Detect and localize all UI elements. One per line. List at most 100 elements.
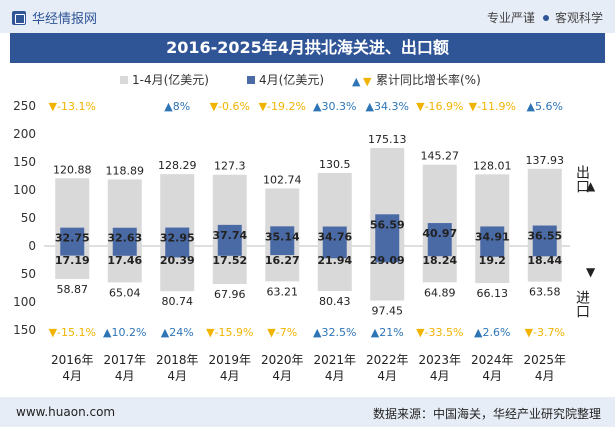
y-tick-label: 0 xyxy=(28,239,36,253)
import-arrow-icon: ▼ xyxy=(586,265,596,279)
label-import-month: 29.09 xyxy=(370,254,405,267)
label-import-month: 16.27 xyxy=(265,254,300,267)
label-import-month: 21.94 xyxy=(317,254,352,267)
y-tick-label: 150 xyxy=(13,155,36,169)
label-export-cum: 127.3 xyxy=(214,160,246,173)
label-export-growth: ▲8% xyxy=(164,100,190,113)
export-arrow-icon: ▲ xyxy=(586,179,596,193)
tag-objective: 客观科学 xyxy=(554,11,603,25)
side-label-export: 出口 xyxy=(574,165,590,193)
label-export-month: 34.91 xyxy=(475,230,510,243)
label-export-cum: 145.27 xyxy=(421,150,460,163)
legend-swatch-month xyxy=(247,76,255,84)
top-bar: 华经情报网 专业严谨 客观科学 xyxy=(0,0,615,33)
bar-export-month xyxy=(112,227,137,246)
bar-import-month xyxy=(427,246,452,257)
label-import-growth: ▲32.5% xyxy=(313,326,356,339)
x-tick-label-month: 4月 xyxy=(377,369,397,383)
label-import-month: 18.44 xyxy=(527,254,562,267)
chart-title: 2016-2025年4月拱北海关进、出口额 xyxy=(10,33,605,63)
label-import-cum: 80.74 xyxy=(162,295,194,308)
legend-label-cum: 1-4月(亿美元) xyxy=(132,72,209,87)
label-import-growth: ▲24% xyxy=(161,326,194,339)
bar-export-month xyxy=(217,224,242,246)
label-export-month: 32.95 xyxy=(160,232,195,245)
label-export-month: 32.63 xyxy=(107,232,142,245)
label-export-growth: ▼-19.2% xyxy=(259,100,306,113)
bar-export-month xyxy=(270,226,295,246)
label-export-month: 36.55 xyxy=(527,230,562,243)
footer: www.huaon.com 数据来源：中国海关，华经产业研究院整理 xyxy=(0,397,615,427)
brand-name: 华经情报网 xyxy=(32,12,98,27)
y-tick-label: 50 xyxy=(21,211,36,225)
x-tick-label-year: 2021年 xyxy=(313,353,356,367)
label-export-growth: ▼-16.9% xyxy=(416,100,463,113)
x-tick-label-year: 2016年 xyxy=(51,353,94,367)
x-tick-label-year: 2018年 xyxy=(156,353,199,367)
bar-import-month xyxy=(532,246,557,257)
label-import-month: 17.19 xyxy=(55,254,90,267)
label-export-cum: 102.74 xyxy=(263,173,302,186)
label-import-growth: ▲21% xyxy=(371,326,404,339)
x-tick-label-year: 2024年 xyxy=(471,353,514,367)
label-import-cum: 65.04 xyxy=(109,286,141,299)
label-import-month: 17.46 xyxy=(107,254,142,267)
label-export-cum: 128.01 xyxy=(473,159,512,172)
label-import-growth: ▲10.2% xyxy=(103,326,146,339)
legend-triangle-up-icon: ▲ xyxy=(352,75,361,88)
bar-import-month xyxy=(217,246,242,256)
label-import-month: 17.52 xyxy=(212,254,247,267)
label-import-growth: ▼-15.1% xyxy=(49,326,96,339)
label-import-month: 19.2 xyxy=(479,254,506,267)
x-tick-label-month: 4月 xyxy=(535,369,555,383)
label-import-growth: ▼-15.9% xyxy=(206,326,253,339)
legend-label-yoy: 累计同比增长率(%) xyxy=(376,72,481,87)
label-import-cum: 66.13 xyxy=(477,287,509,300)
label-import-cum: 67.96 xyxy=(214,288,246,301)
bar-import-month xyxy=(60,246,85,256)
x-tick-label-month: 4月 xyxy=(272,369,292,383)
x-tick-label-month: 4月 xyxy=(167,369,187,383)
label-export-cum: 175.13 xyxy=(368,133,407,146)
x-tick-label-month: 4月 xyxy=(62,369,82,383)
bar-import-month xyxy=(270,246,295,256)
label-import-cum: 64.89 xyxy=(424,286,456,299)
bar-import-month xyxy=(165,246,190,258)
label-export-month: 35.14 xyxy=(265,230,300,243)
y-tick-label: 50 xyxy=(21,267,36,281)
plot-area: 250 200 150 100 50 0 50 100 150 120.88 58.87 32.75 1… xyxy=(13,99,570,383)
label-export-growth: ▼-0.6% xyxy=(210,100,250,113)
label-import-cum: 63.58 xyxy=(529,286,561,299)
label-export-growth: ▼-11.9% xyxy=(469,100,516,113)
label-export-month: 37.74 xyxy=(212,229,247,242)
y-tick-label: 200 xyxy=(13,127,36,141)
side-label-import: 进口 xyxy=(574,290,590,318)
bar-export-month xyxy=(532,225,557,246)
label-import-growth: ▼-33.5% xyxy=(416,326,463,339)
data-source: 数据来源：中国海关，华经产业研究院整理 xyxy=(372,407,601,421)
label-import-cum: 97.45 xyxy=(372,305,404,318)
bar-export-month xyxy=(60,227,85,246)
y-tick-label: 100 xyxy=(13,183,36,197)
x-tick-label-year: 2019年 xyxy=(208,353,251,367)
bar-export-month xyxy=(322,226,347,246)
label-export-growth: ▲30.3% xyxy=(313,100,356,113)
legend-triangle-down-icon: ▼ xyxy=(363,75,372,88)
label-export-month: 40.97 xyxy=(422,227,457,240)
bar-export-month xyxy=(165,227,190,246)
x-tick-label-month: 4月 xyxy=(325,369,345,383)
label-export-cum: 118.89 xyxy=(106,164,145,177)
x-tick-label-year: 2020年 xyxy=(261,353,304,367)
brand-logo-icon xyxy=(12,11,26,25)
label-export-cum: 137.93 xyxy=(526,154,565,167)
bar-import-month xyxy=(112,246,137,256)
site-link[interactable]: www.huaon.com xyxy=(16,405,116,419)
x-tick-label-year: 2022年 xyxy=(366,353,409,367)
label-export-month: 32.75 xyxy=(55,232,90,245)
x-tick-label-year: 2025年 xyxy=(523,353,566,367)
bar-export-month xyxy=(375,214,400,246)
x-tick-label-month: 4月 xyxy=(220,369,240,383)
label-export-growth: ▼-13.1% xyxy=(49,100,96,113)
label-export-growth: ▲34.3% xyxy=(366,100,409,113)
